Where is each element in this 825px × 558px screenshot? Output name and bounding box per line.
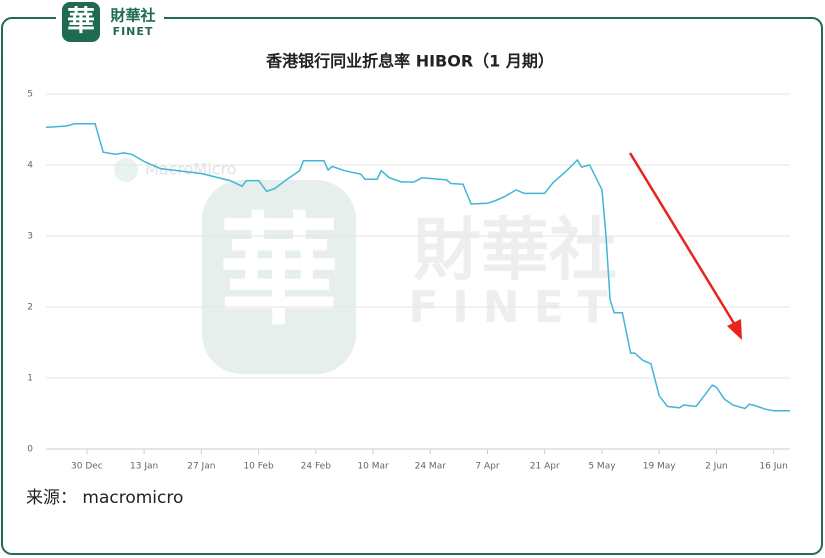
y-tick-label: 4: [27, 161, 33, 171]
watermark-badge: [202, 180, 356, 374]
y-tick-label: 1: [27, 374, 33, 384]
x-tick-label: 2 Jun: [705, 462, 728, 472]
data-line: [45, 123, 790, 412]
arrow-shaft: [628, 152, 737, 326]
watermark-name: 財華社: [413, 212, 617, 291]
x-tick-label: 27 Jan: [187, 462, 215, 472]
x-tick-label: 19 May: [643, 462, 677, 472]
logo-badge: [62, 2, 100, 42]
y-tick-label: 5: [27, 90, 33, 100]
x-tick-label: 5 May: [588, 462, 616, 472]
frame: [1, 17, 823, 555]
chart-title: 香港银行同业折息率 HIBOR（1 月期）: [265, 52, 554, 71]
source-note: 来源： macromicro: [26, 488, 183, 508]
x-tick-label: 10 Feb: [243, 462, 274, 472]
y-tick-label: 2: [27, 303, 33, 313]
x-tick-label: 30 Dec: [71, 462, 103, 472]
logo-char: 華: [67, 4, 95, 37]
x-tick-label: 7 Apr: [475, 462, 499, 472]
x-tick-label: 24 Mar: [415, 462, 447, 472]
x-tick-label: 16 Jun: [759, 462, 787, 472]
x-tick-label: 10 Mar: [357, 462, 389, 472]
watermark-provider: MacroMicro: [145, 160, 236, 179]
x-tick-label: 13 Jan: [130, 462, 158, 472]
y-tick-label: 3: [27, 232, 33, 242]
y-tick-label: 0: [27, 445, 33, 455]
watermark-char: 華: [219, 203, 339, 342]
logo-latin: FINET: [113, 25, 154, 38]
watermark-icon: [114, 158, 138, 182]
x-tick-label: 21 Apr: [530, 462, 560, 472]
x-tick-label: 24 Feb: [301, 462, 332, 472]
arrow-head: [727, 319, 742, 340]
logo-name: 財華社: [109, 7, 155, 25]
